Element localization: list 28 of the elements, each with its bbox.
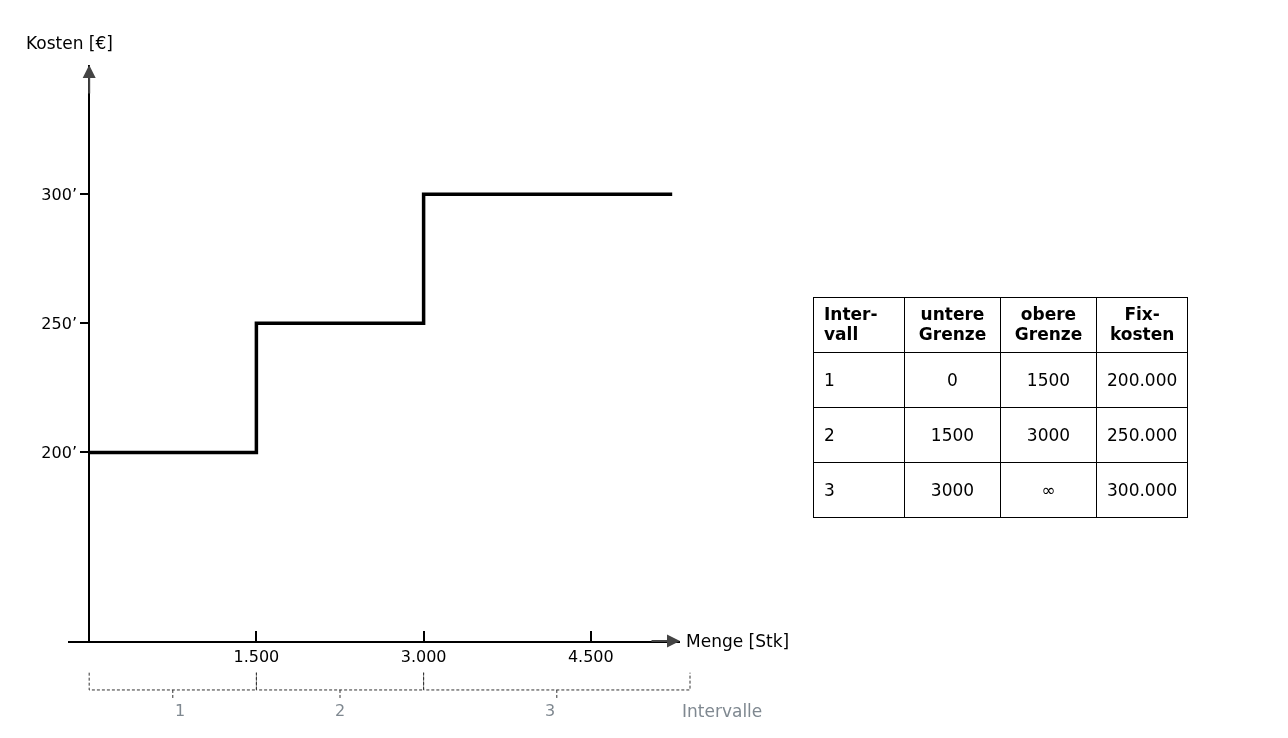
text: 200.000 [1107, 370, 1178, 390]
text: 3000 [930, 480, 975, 500]
x-tick-label: 1.500 [233, 647, 280, 667]
y-tick-label: 300’ [41, 184, 77, 204]
x-tick-label: 3.000 [400, 647, 447, 667]
category-label: 3 [824, 480, 835, 500]
y-tick-label: 200’ [41, 443, 77, 463]
category-label: obere Grenze [1000, 297, 1097, 353]
x-axis-title: Menge [Stk] [686, 631, 790, 651]
category-label: 1 [824, 370, 835, 390]
text: 1500 [1026, 370, 1071, 390]
text: ∞ [1041, 480, 1056, 500]
text: Intervalle [682, 701, 763, 721]
text: Inter-vall [813, 297, 905, 353]
category-label: 2 [824, 425, 835, 445]
text: 0 [947, 370, 958, 390]
text: 3000 [1026, 425, 1071, 445]
text: 2 [335, 701, 346, 720]
y-tick-label: 250’ [41, 313, 77, 333]
category-label: untere Grenze [904, 297, 1001, 353]
text: 3 [545, 701, 556, 720]
text: 250.000 [1107, 425, 1178, 445]
text: 300.000 [1107, 480, 1178, 500]
text: 1 [175, 701, 186, 720]
x-tick-label: 4.500 [567, 647, 614, 667]
category-label: Fix-kosten [1096, 297, 1188, 353]
text: 1500 [930, 425, 975, 445]
y-axis-title: Kosten [€] [26, 33, 113, 53]
